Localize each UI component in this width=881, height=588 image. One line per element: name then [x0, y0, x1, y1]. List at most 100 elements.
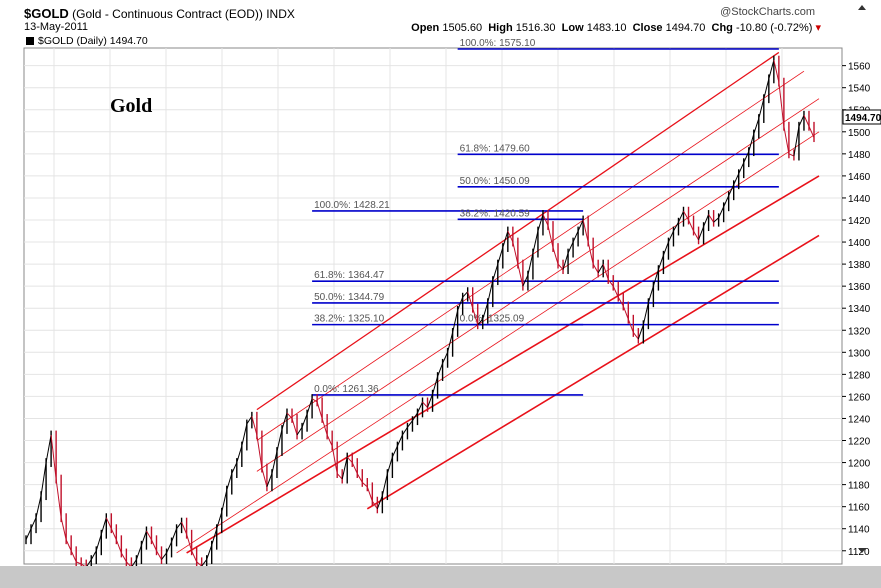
price-segment: [713, 217, 719, 223]
price-segment: [100, 517, 107, 535]
price-segment: [783, 126, 790, 154]
price-segment: [567, 241, 574, 254]
price-segment: [652, 269, 659, 287]
price-segment: [622, 305, 629, 320]
price-segment: [507, 230, 514, 243]
price-segment: [140, 530, 147, 546]
y-tick-label: 1500: [848, 128, 871, 139]
price-segment: [321, 418, 328, 436]
symbol-title: $GOLD (Gold - Continuous Contract (EOD))…: [24, 6, 295, 21]
chart-date: 13-May-2011: [24, 21, 88, 33]
y-tick-label: 1320: [848, 326, 871, 337]
fibonacci-levels: 100.0%: 1575.10 61.8%: 1479.60 50.0%: 1450…: [312, 38, 779, 396]
price-segment: [396, 434, 403, 447]
price-segment: [191, 550, 198, 563]
price-segment: [226, 473, 233, 491]
price-segment: [803, 115, 810, 127]
price-segment: [582, 219, 589, 243]
price-segment: [55, 479, 62, 518]
price-segment: [391, 445, 398, 458]
price-segment: [35, 495, 42, 518]
price-segment: [793, 126, 800, 157]
scrollbar-track[interactable]: [0, 566, 881, 588]
channel-line: [256, 70, 805, 441]
ohlc-readout: Open 1505.60 High 1516.30 Low 1483.10 Cl…: [411, 22, 821, 34]
price-segment: [206, 545, 213, 560]
price-segment: [110, 528, 117, 540]
price-segment: [366, 486, 373, 502]
price-segment: [527, 252, 534, 276]
price-segment: [176, 521, 182, 530]
price-segment: [703, 214, 710, 227]
y-tick-label: 1440: [848, 194, 871, 205]
price-segment: [768, 59, 775, 80]
price-segment: [512, 241, 519, 265]
scroll-arrows[interactable]: [858, 5, 866, 553]
price-segment: [80, 563, 86, 566]
price-segment: [522, 274, 529, 287]
price-segment: [457, 297, 464, 311]
price-segment: [597, 263, 604, 274]
price-segment: [602, 263, 609, 280]
price-segment: [241, 423, 248, 447]
price-segment: [351, 462, 358, 474]
price-segment: [271, 451, 278, 474]
price-segment: [733, 173, 740, 185]
price-segment: [286, 412, 293, 419]
price-segment: [442, 352, 449, 364]
price-segment: [186, 534, 193, 551]
fib-level-label: 61.8%: 1364.47: [314, 270, 384, 281]
price-segment: [492, 263, 499, 281]
price-segment: [417, 401, 423, 414]
price-segment: [246, 415, 253, 425]
y-tick-label: 1200: [848, 459, 871, 470]
y-tick-label: 1380: [848, 260, 871, 271]
price-segment: [341, 456, 348, 480]
price-segment: [236, 445, 243, 463]
price-segment: [326, 434, 333, 447]
price-segment: [532, 230, 539, 254]
price-segment: [161, 552, 167, 560]
price-segment: [231, 462, 238, 474]
y-tick-label: 1260: [848, 392, 871, 403]
price-segment: [637, 324, 644, 340]
fib-level-label: 0.0%: 1261.36: [314, 384, 379, 395]
price-segment: [105, 517, 112, 529]
price-segment: [572, 230, 579, 243]
price-segment: [266, 473, 273, 487]
stockcharts-credit[interactable]: @StockCharts.com: [720, 6, 815, 18]
price-segment: [86, 559, 92, 566]
price-segment: [482, 302, 489, 320]
y-tick-label: 1160: [848, 503, 870, 514]
price-segment: [642, 302, 649, 325]
y-tick-label: 1340: [848, 304, 871, 315]
price-segment: [688, 219, 694, 232]
price-segment: [181, 521, 188, 535]
price-segment: [296, 427, 303, 436]
price-segment: [407, 420, 413, 428]
y-tick-label: 1560: [848, 62, 871, 73]
price-segment: [412, 412, 418, 421]
price-segment: [552, 247, 559, 265]
price-segment: [336, 473, 343, 480]
price-series: [25, 55, 815, 566]
fib-level-label: 50.0%: 1344.79: [314, 292, 384, 303]
price-segment: [537, 214, 544, 232]
price-segment: [30, 517, 37, 529]
price-segment: [657, 255, 664, 270]
price-segment: [126, 561, 131, 566]
y-tick-label: 1360: [848, 282, 871, 293]
price-segment: [432, 376, 439, 395]
price-segment: [647, 286, 654, 303]
grid: [24, 48, 842, 564]
y-tick-label: 1420: [848, 216, 871, 227]
price-segment: [291, 418, 298, 436]
price-segment: [120, 552, 127, 563]
y-tick-label: 1120: [848, 547, 870, 558]
price-segment: [617, 296, 624, 307]
price-segment: [40, 462, 47, 496]
price-segment: [472, 308, 479, 325]
price-segment: [115, 539, 122, 554]
price-segment: [753, 118, 760, 135]
price-segment: [331, 445, 338, 474]
